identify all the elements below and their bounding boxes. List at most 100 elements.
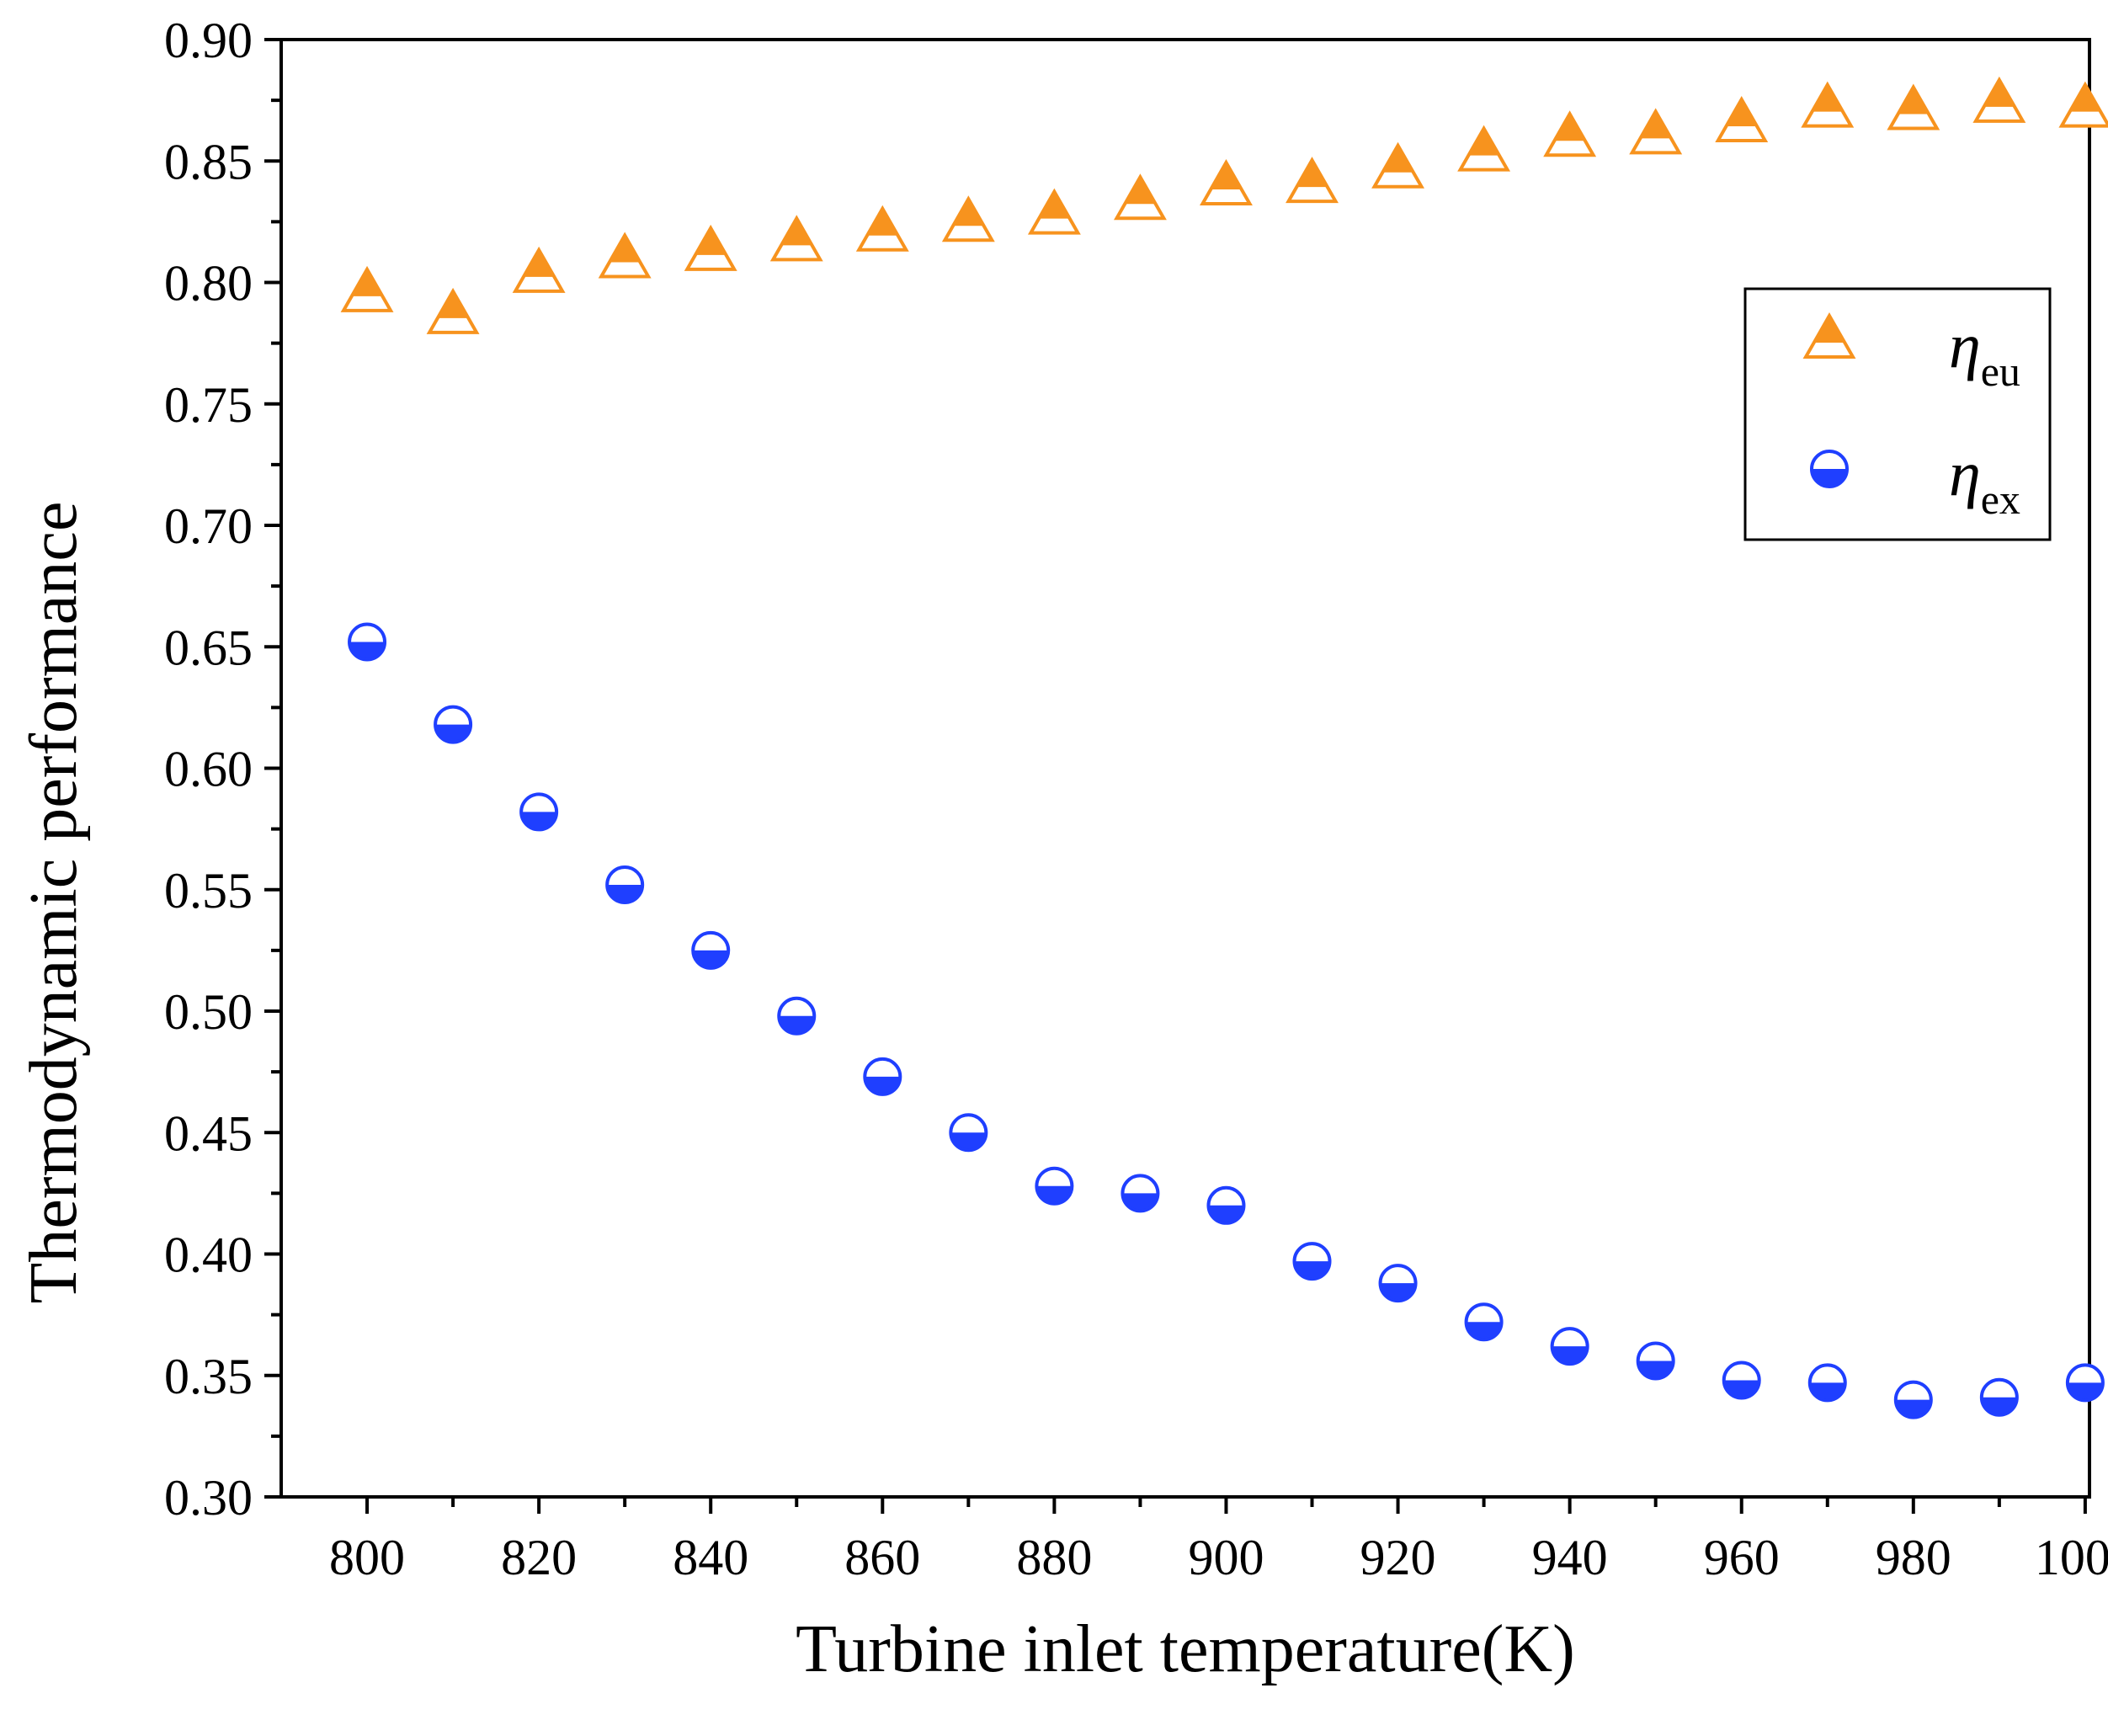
axes	[279, 38, 2091, 1499]
triangle-marker-outline	[1457, 125, 1511, 172]
y-axis-title: Thermodynamic performance	[17, 502, 91, 1304]
y-tick-label: 0.90	[164, 13, 253, 68]
data-point-eta-eu	[684, 224, 737, 271]
circle-marker-fill	[1723, 1380, 1759, 1398]
circle-marker-outline	[1206, 1185, 1246, 1225]
circle-marker-outline	[1121, 1174, 1160, 1213]
data-point-eta-eu	[598, 232, 652, 279]
x-tick-label: 840	[673, 1530, 748, 1585]
data-point-eta-eu	[1543, 110, 1597, 157]
y-tick-label: 0.55	[164, 863, 253, 919]
data-point-eta-eu	[855, 205, 909, 252]
circle-marker-fill	[1981, 1397, 2017, 1415]
data-series	[340, 76, 2108, 1419]
legend-label-eta-eu: ηeu	[1949, 311, 2020, 395]
legend-box	[1743, 287, 2052, 541]
data-point-eta-eu	[512, 246, 566, 293]
triangle-marker-outline	[1543, 110, 1597, 157]
circle-marker-fill	[1036, 1185, 1073, 1204]
circle-marker-fill	[1122, 1193, 1158, 1211]
data-point-eta-eu	[1715, 95, 1769, 142]
circle-marker-outline	[1893, 1380, 1933, 1419]
circle-marker-outline	[1464, 1302, 1504, 1342]
triangle-marker-fill	[1726, 99, 1758, 126]
triangle-marker-fill	[1640, 111, 1671, 139]
triangle-marker-outline	[1887, 83, 1940, 130]
y-tick-label: 0.65	[164, 620, 253, 675]
circle-marker-fill	[693, 950, 729, 968]
data-point-eta-eu	[1801, 81, 1855, 128]
circle-marker-fill	[1552, 1346, 1588, 1365]
legend: ηeu ηex	[1743, 287, 2052, 541]
plot-frame	[279, 38, 2091, 1499]
x-tick-label: 820	[501, 1530, 577, 1585]
data-point-eta-eu	[1200, 158, 1253, 205]
triangle-marker-outline	[769, 215, 823, 262]
triangle-marker-fill	[1382, 145, 1413, 173]
triangle-marker-fill	[1125, 177, 1156, 205]
data-point-eta-eu	[340, 265, 394, 312]
circle-marker-fill	[865, 1076, 901, 1094]
y-tick-label: 0.35	[164, 1349, 253, 1404]
y-tick-label: 0.60	[164, 742, 253, 797]
triangle-marker-outline	[1972, 76, 2026, 123]
circle-marker-fill	[607, 884, 643, 903]
triangle-marker-outline	[855, 205, 909, 252]
triangle-marker-fill	[1554, 114, 1585, 141]
data-point-eta-eu	[2058, 81, 2108, 128]
circle-marker-fill	[1380, 1283, 1416, 1302]
data-point-eta-ex	[777, 996, 817, 1036]
triangle-marker-fill	[953, 199, 984, 226]
triangle-marker-fill	[867, 208, 898, 236]
data-point-eta-eu	[1887, 83, 1940, 130]
triangle-marker-fill	[2069, 84, 2101, 112]
circle-marker-outline	[1292, 1242, 1332, 1281]
circle-marker-outline	[949, 1113, 988, 1153]
triangle-marker-outline	[1286, 157, 1339, 204]
data-point-eta-ex	[1206, 1185, 1246, 1225]
circle-marker-outline	[863, 1057, 902, 1096]
circle-marker-outline	[1636, 1341, 1675, 1381]
x-tick-label: 980	[1876, 1530, 1951, 1585]
circle-marker-fill	[2067, 1382, 2103, 1401]
circle-marker-outline	[434, 705, 473, 744]
circle-marker-outline	[691, 930, 731, 970]
triangle-marker-fill	[695, 227, 727, 255]
triangle-marker-outline	[2058, 81, 2108, 128]
data-point-eta-ex	[2065, 1363, 2105, 1403]
data-point-eta-ex	[949, 1113, 988, 1153]
circle-marker-outline	[1550, 1327, 1589, 1366]
triangle-marker-outline	[1629, 108, 1683, 155]
x-tick-label: 860	[844, 1530, 920, 1585]
data-point-eta-ex	[1550, 1327, 1589, 1366]
triangle-marker-outline	[426, 287, 480, 334]
circle-marker-fill	[349, 642, 386, 660]
triangle-marker-outline	[598, 232, 652, 279]
series-eta-eu	[340, 76, 2108, 334]
triangle-marker-outline	[684, 224, 737, 271]
data-point-eta-eu	[1027, 188, 1081, 235]
triangle-marker-outline	[1715, 95, 1769, 142]
triangle-marker-fill	[780, 218, 812, 246]
data-point-eta-ex	[1893, 1380, 1933, 1419]
triangle-marker-fill	[1211, 162, 1242, 189]
x-axis-title: Turbine inlet temperature(K)	[796, 1612, 1575, 1686]
data-point-eta-eu	[1286, 157, 1339, 204]
data-point-eta-ex	[691, 930, 731, 970]
data-point-eta-ex	[1464, 1302, 1504, 1342]
triangle-marker-outline	[1801, 81, 1855, 128]
x-tick-label: 920	[1360, 1530, 1436, 1585]
data-point-eta-ex	[1035, 1166, 1074, 1206]
circle-marker-fill	[1809, 1382, 1845, 1401]
triangle-marker-outline	[512, 246, 566, 293]
x-tick-label: 900	[1188, 1530, 1264, 1585]
circle-marker-outline	[1378, 1264, 1418, 1303]
triangle-marker-fill	[1813, 316, 1845, 343]
circle-marker-outline	[348, 622, 387, 662]
data-point-eta-eu	[1113, 173, 1167, 221]
data-point-eta-eu	[426, 287, 480, 334]
legend-marker-eta-eu	[1802, 312, 1856, 359]
triangle-marker-outline	[1802, 312, 1856, 359]
